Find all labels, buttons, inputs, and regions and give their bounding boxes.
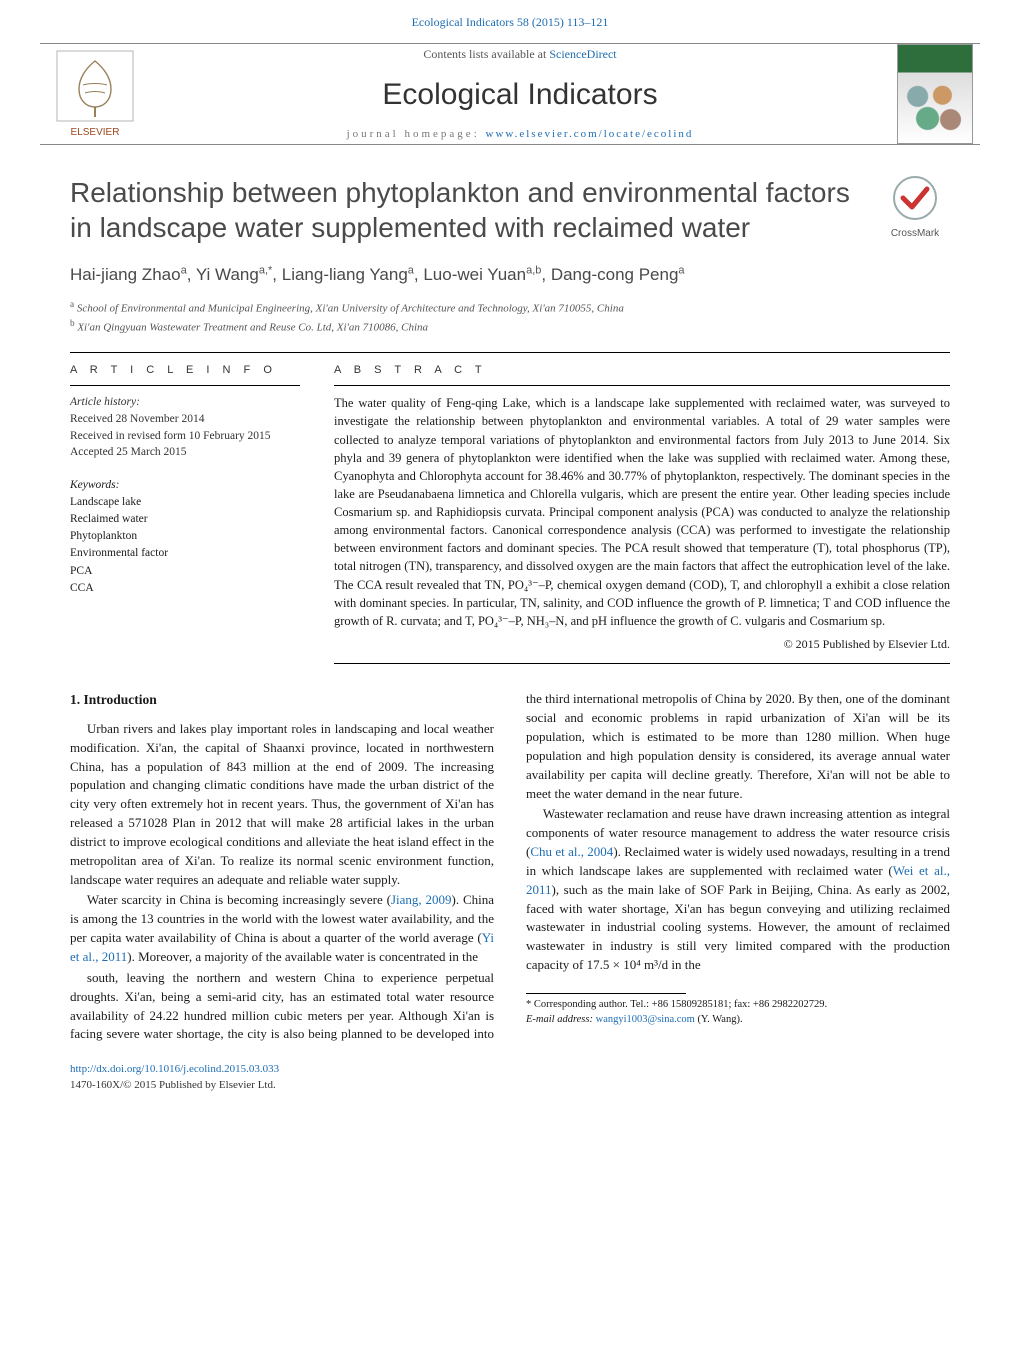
cover-image	[897, 44, 973, 144]
article-info-heading: A R T I C L E I N F O	[70, 353, 300, 385]
divider	[70, 385, 300, 386]
keywords-list: Landscape lakeReclaimed waterPhytoplankt…	[70, 494, 300, 598]
journal-reference: Ecological Indicators 58 (2015) 113–121	[0, 0, 1020, 39]
body-paragraph: Urban rivers and lakes play important ro…	[70, 720, 494, 890]
doi-link[interactable]: http://dx.doi.org/10.1016/j.ecolind.2015…	[70, 1063, 279, 1075]
article-title: Relationship between phytoplankton and e…	[70, 175, 860, 245]
corresponding-note: * Corresponding author. Tel.: +86 158092…	[526, 998, 950, 1013]
homepage-link[interactable]: www.elsevier.com/locate/ecolind	[486, 128, 694, 140]
citation-link[interactable]: Jiang, 2009	[391, 892, 452, 907]
elsevier-tree-icon: ELSEVIER	[55, 49, 135, 139]
keyword: Reclaimed water	[70, 511, 300, 528]
affiliations: a School of Environmental and Municipal …	[70, 298, 950, 336]
issn-copyright: 1470-160X/© 2015 Published by Elsevier L…	[70, 1078, 950, 1094]
citation-link[interactable]: Yi et al., 2011	[70, 930, 494, 964]
journal-homepage: journal homepage: www.elsevier.com/locat…	[347, 127, 694, 143]
svg-text:ELSEVIER: ELSEVIER	[71, 127, 120, 138]
header-center: Contents lists available at ScienceDirec…	[150, 44, 890, 144]
history-line: Accepted 25 March 2015	[70, 444, 300, 461]
citation-link[interactable]: Chu et al., 2004	[530, 844, 613, 859]
divider	[334, 663, 950, 664]
affiliation: b Xi'an Qingyuan Wastewater Treatment an…	[70, 317, 950, 336]
journal-header: ELSEVIER Contents lists available at Sci…	[40, 43, 980, 145]
divider	[334, 385, 950, 386]
abstract-text: The water quality of Feng-qing Lake, whi…	[334, 394, 950, 630]
keyword: Landscape lake	[70, 494, 300, 511]
crossmark-badge[interactable]: CrossMark	[880, 175, 950, 241]
history-line: Received 28 November 2014	[70, 411, 300, 428]
footnote-rule	[526, 993, 686, 994]
sciencedirect-link[interactable]: ScienceDirect	[549, 47, 616, 61]
affiliation: a School of Environmental and Municipal …	[70, 298, 950, 317]
journal-cover-thumb	[890, 44, 980, 144]
article-info-column: A R T I C L E I N F O Article history: R…	[70, 353, 300, 664]
authors: Hai-jiang Zhaoa, Yi Wanga,*, Liang-liang…	[70, 263, 950, 288]
corresponding-email-link[interactable]: wangyi1003@sina.com	[596, 1014, 695, 1025]
citation-link[interactable]: Wei et al., 2011	[526, 863, 950, 897]
section-heading: 1. Introduction	[70, 690, 494, 710]
journal-ref-link[interactable]: Ecological Indicators 58 (2015) 113–121	[412, 15, 609, 29]
email-person: (Y. Wang).	[697, 1014, 742, 1025]
abstract-column: A B S T R A C T The water quality of Fen…	[334, 353, 950, 664]
history-line: Received in revised form 10 February 201…	[70, 428, 300, 445]
section-number: 1.	[70, 692, 80, 707]
crossmark-label: CrossMark	[880, 227, 950, 242]
section-title: Introduction	[84, 692, 157, 707]
keyword: CCA	[70, 580, 300, 597]
article-history: Article history: Received 28 November 20…	[70, 394, 300, 461]
keywords-label: Keywords:	[70, 477, 300, 494]
keyword: PCA	[70, 563, 300, 580]
abstract-heading: A B S T R A C T	[334, 353, 950, 385]
corresponding-author-footnote: * Corresponding author. Tel.: +86 158092…	[526, 998, 950, 1027]
keyword: Environmental factor	[70, 545, 300, 562]
contents-available: Contents lists available at ScienceDirec…	[423, 46, 616, 63]
article-body: 1. Introduction Urban rivers and lakes p…	[70, 690, 950, 1044]
contents-prefix: Contents lists available at	[423, 47, 549, 61]
homepage-label: journal homepage:	[347, 128, 486, 140]
journal-name: Ecological Indicators	[382, 73, 657, 117]
publisher-logo: ELSEVIER	[40, 44, 150, 144]
keyword: Phytoplankton	[70, 528, 300, 545]
doi: http://dx.doi.org/10.1016/j.ecolind.2015…	[70, 1062, 950, 1078]
body-paragraph: Wastewater reclamation and reuse have dr…	[526, 805, 950, 975]
history-label: Article history:	[70, 394, 300, 411]
body-paragraph: Water scarcity in China is becoming incr…	[70, 891, 494, 966]
crossmark-icon	[892, 175, 938, 221]
email-label: E-mail address:	[526, 1014, 593, 1025]
abstract-copyright: © 2015 Published by Elsevier Ltd.	[334, 636, 950, 653]
